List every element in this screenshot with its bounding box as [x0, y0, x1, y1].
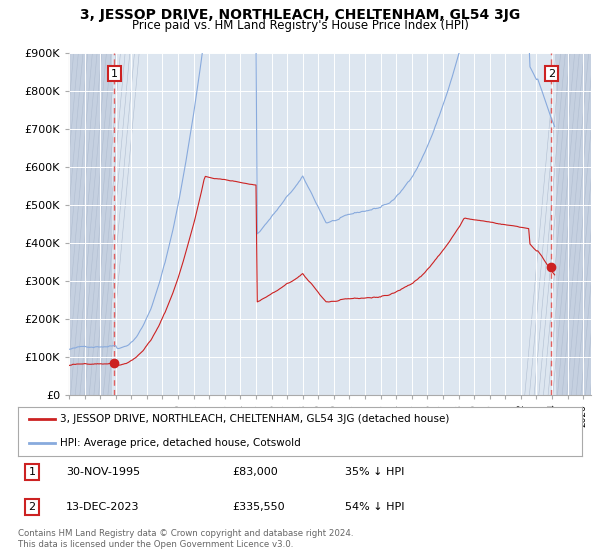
- Text: 35% ↓ HPI: 35% ↓ HPI: [345, 467, 404, 477]
- Bar: [556, 53, 591, 395]
- Text: HPI: Average price, detached house, Cotswold: HPI: Average price, detached house, Cots…: [60, 437, 301, 447]
- Text: 1: 1: [111, 69, 118, 79]
- Text: £83,000: £83,000: [232, 467, 278, 477]
- Text: 3, JESSOP DRIVE, NORTHLEACH, CHELTENHAM, GL54 3JG: 3, JESSOP DRIVE, NORTHLEACH, CHELTENHAM,…: [80, 8, 520, 22]
- Bar: [69, 53, 112, 395]
- Text: Contains HM Land Registry data © Crown copyright and database right 2024.
This d: Contains HM Land Registry data © Crown c…: [18, 529, 353, 549]
- Text: 2: 2: [29, 502, 35, 512]
- Text: 30-NOV-1995: 30-NOV-1995: [66, 467, 140, 477]
- Text: 13-DEC-2023: 13-DEC-2023: [66, 502, 139, 512]
- Text: £335,550: £335,550: [232, 502, 285, 512]
- Text: 2: 2: [548, 69, 555, 79]
- Text: 54% ↓ HPI: 54% ↓ HPI: [345, 502, 404, 512]
- Text: Price paid vs. HM Land Registry's House Price Index (HPI): Price paid vs. HM Land Registry's House …: [131, 19, 469, 32]
- Text: 3, JESSOP DRIVE, NORTHLEACH, CHELTENHAM, GL54 3JG (detached house): 3, JESSOP DRIVE, NORTHLEACH, CHELTENHAM,…: [60, 414, 449, 424]
- Text: 1: 1: [29, 467, 35, 477]
